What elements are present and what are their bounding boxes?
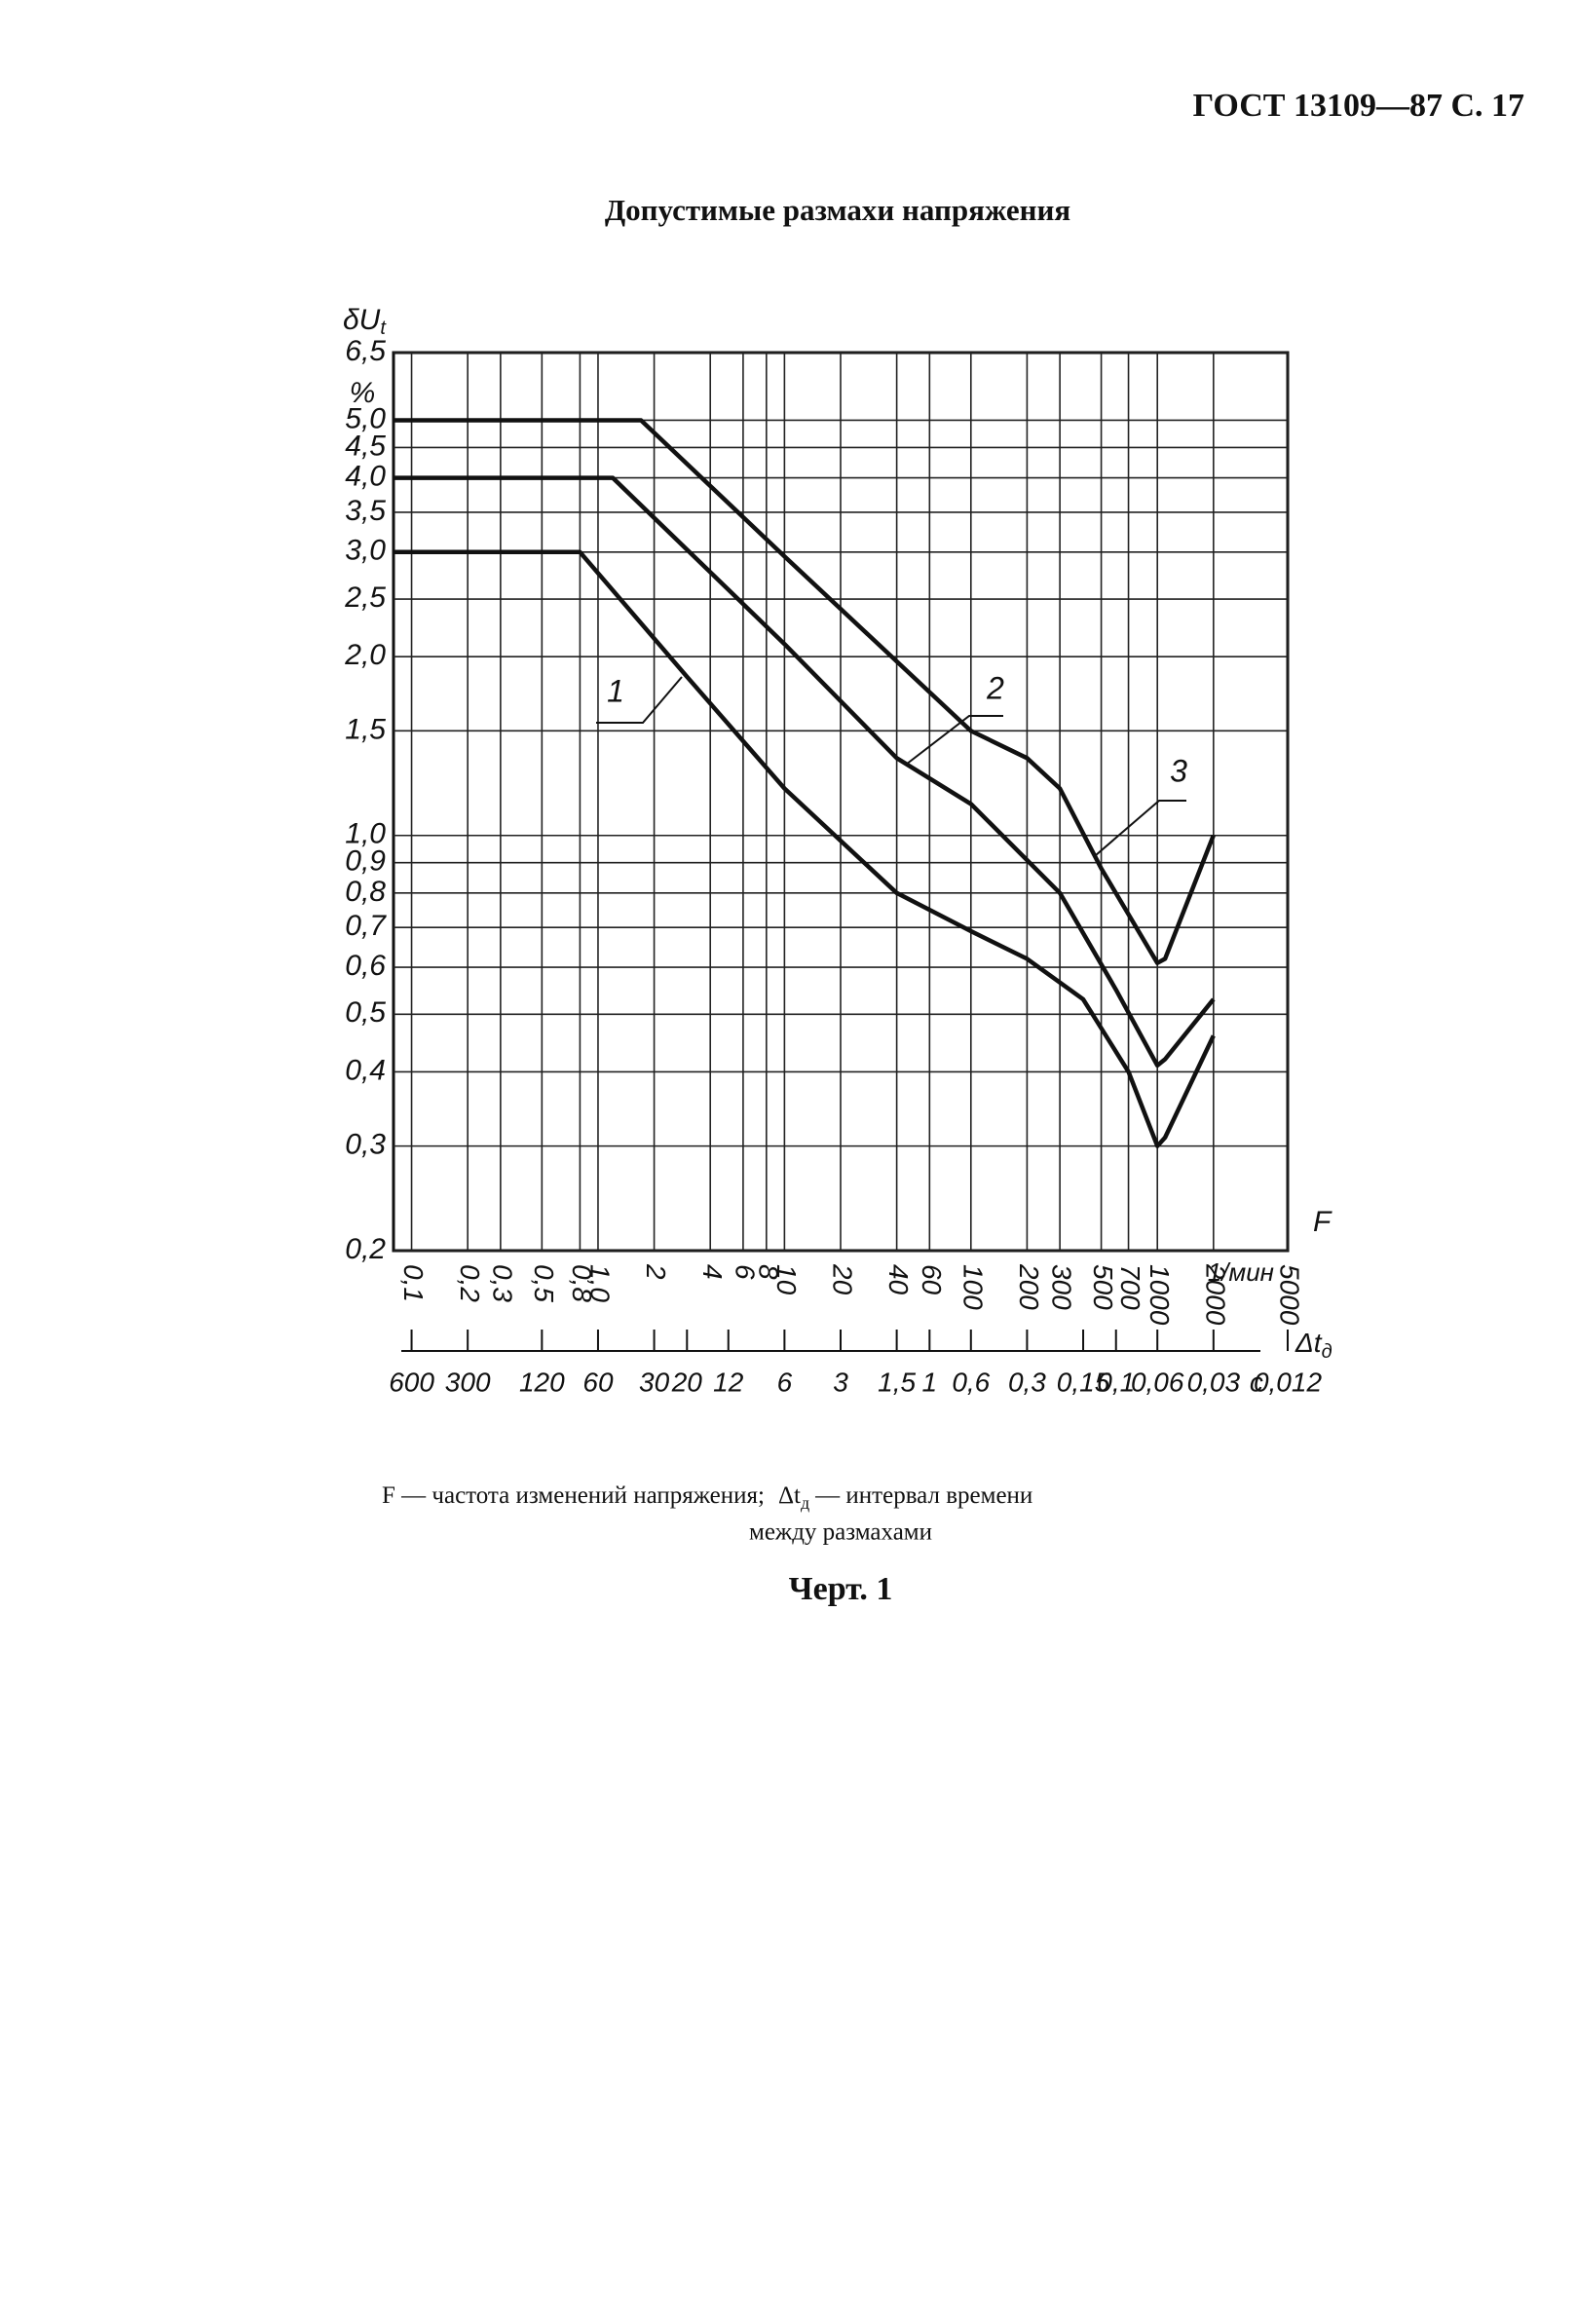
x-tick-label: 1,0 — [585, 1264, 616, 1302]
y-tick-label: 2,5 — [344, 581, 386, 614]
caption-text: F — частота изменений напряжения; — [382, 1482, 765, 1509]
leader-line — [1095, 800, 1186, 856]
x2-axis-unit: с — [1250, 1367, 1263, 1397]
series-line — [394, 475, 1216, 1068]
y-tick-label: 5,0 — [345, 402, 386, 434]
y-axis-label-main: δU — [343, 304, 381, 336]
x-axis-label: F — [1313, 1206, 1332, 1238]
x-tick-label: 200 — [1014, 1263, 1044, 1310]
x-axis-unit: 1/мин — [1208, 1257, 1274, 1287]
curve-label: 2 — [986, 670, 1004, 705]
y-tick-label: 0,5 — [345, 996, 386, 1029]
leader-line — [905, 715, 1003, 766]
y-tick-label: 0,3 — [345, 1129, 386, 1161]
y-tick-label: 1,5 — [345, 713, 386, 745]
x-tick-label: 0,5 — [529, 1264, 559, 1302]
x-tick-label: 6 — [731, 1264, 761, 1280]
caption-symbol-sub: д — [801, 1493, 809, 1513]
x-tick-label: 0,3 — [487, 1264, 517, 1302]
x-tick-label: 0,8 — [567, 1264, 597, 1302]
x2-tick-label: 0,06 — [1131, 1367, 1184, 1397]
x-tick-label: 2000 — [1200, 1263, 1230, 1326]
x2-tick-label: 12 — [713, 1367, 744, 1397]
y-tick-label: 0,9 — [345, 845, 386, 878]
y-tick-label: 1,0 — [345, 818, 386, 850]
x2-tick-label: 0,012 — [1254, 1367, 1322, 1397]
leader-line — [596, 676, 683, 724]
x-tick-label: 300 — [1047, 1264, 1077, 1310]
x2-axis-label-sub: д — [1322, 1341, 1332, 1363]
x-tick-label: 60 — [917, 1264, 947, 1295]
x2-tick-label: 6 — [777, 1367, 793, 1397]
series-line — [394, 418, 1216, 965]
y-tick-label: 0,8 — [345, 876, 386, 908]
x-tick-label: 8 — [753, 1264, 783, 1280]
x2-tick-label: 120 — [519, 1367, 565, 1397]
y-axis-unit: % — [350, 377, 376, 409]
y-tick-label: 4,0 — [345, 461, 386, 493]
figure-label: Черт. 1 — [789, 1571, 893, 1607]
page-header: ГОСТ 13109—87 С. 17 — [1193, 88, 1524, 124]
y-tick-label: 6,5 — [345, 335, 386, 367]
x-tick-label: 10 — [771, 1264, 802, 1295]
chart-title: Допустимые размахи напряжения — [605, 193, 1070, 227]
x2-tick-label: 3 — [833, 1367, 848, 1397]
caption-symbol: Δt — [778, 1482, 801, 1509]
y-tick-label: 3,0 — [345, 535, 386, 567]
curve-label: 1 — [607, 673, 624, 708]
y-tick-label: 0,2 — [345, 1233, 386, 1265]
series-line — [394, 549, 1216, 1148]
x2-tick-label: 1 — [922, 1367, 938, 1397]
x2-tick-label: 1,5 — [878, 1367, 916, 1397]
curve-label: 3 — [1170, 753, 1187, 788]
y-tick-label: 0,7 — [345, 910, 387, 942]
x2-tick-label: 600 — [389, 1367, 434, 1397]
caption-text: — интервал времени — [814, 1482, 1032, 1509]
x-tick-label: 0,1 — [398, 1264, 429, 1302]
chart: 0,20,30,40,50,60,70,80,91,01,52,02,53,03… — [343, 304, 1332, 1397]
caption-legend-line2: между размахами — [749, 1519, 932, 1546]
x-tick-label: 700 — [1115, 1264, 1145, 1310]
y-tick-label: 0,4 — [345, 1054, 386, 1086]
x2-tick-label: 0,3 — [1008, 1367, 1046, 1397]
x-tick-label: 40 — [883, 1264, 914, 1295]
y-tick-label: 2,0 — [344, 639, 386, 671]
x2-tick-label: 0,03 — [1187, 1367, 1241, 1397]
y-tick-label: 4,5 — [345, 430, 386, 462]
y-axis-label-sub: t — [380, 318, 387, 339]
x-tick-label: 5000 — [1275, 1264, 1305, 1326]
x2-tick-label: 20 — [671, 1367, 703, 1397]
x-tick-label: 1000 — [1144, 1264, 1175, 1326]
x2-axis-label-main: Δt — [1295, 1328, 1323, 1358]
x-tick-label: 2 — [641, 1263, 671, 1280]
x2-tick-label: 300 — [445, 1367, 491, 1397]
x-tick-label: 0,2 — [455, 1264, 485, 1302]
y-tick-label: 0,6 — [345, 950, 386, 982]
y-tick-label: 3,5 — [345, 495, 386, 527]
x2-tick-label: 0,15 — [1057, 1367, 1110, 1397]
x-tick-label: 500 — [1088, 1264, 1118, 1310]
x-tick-label: 100 — [957, 1264, 988, 1310]
x-tick-label: 20 — [828, 1263, 858, 1295]
x-tick-label: 4 — [697, 1264, 728, 1280]
x2-axis-label: Δtд — [1295, 1328, 1332, 1363]
x2-tick-label: 0,6 — [952, 1367, 990, 1397]
x2-tick-label: 30 — [639, 1367, 670, 1397]
y-axis-label: δUt — [343, 304, 387, 339]
caption-legend: F — частота изменений напряжения; Δtд — ин… — [382, 1482, 1032, 1513]
x2-tick-label: 0,1 — [1097, 1367, 1135, 1397]
x2-tick-label: 60 — [582, 1367, 614, 1397]
